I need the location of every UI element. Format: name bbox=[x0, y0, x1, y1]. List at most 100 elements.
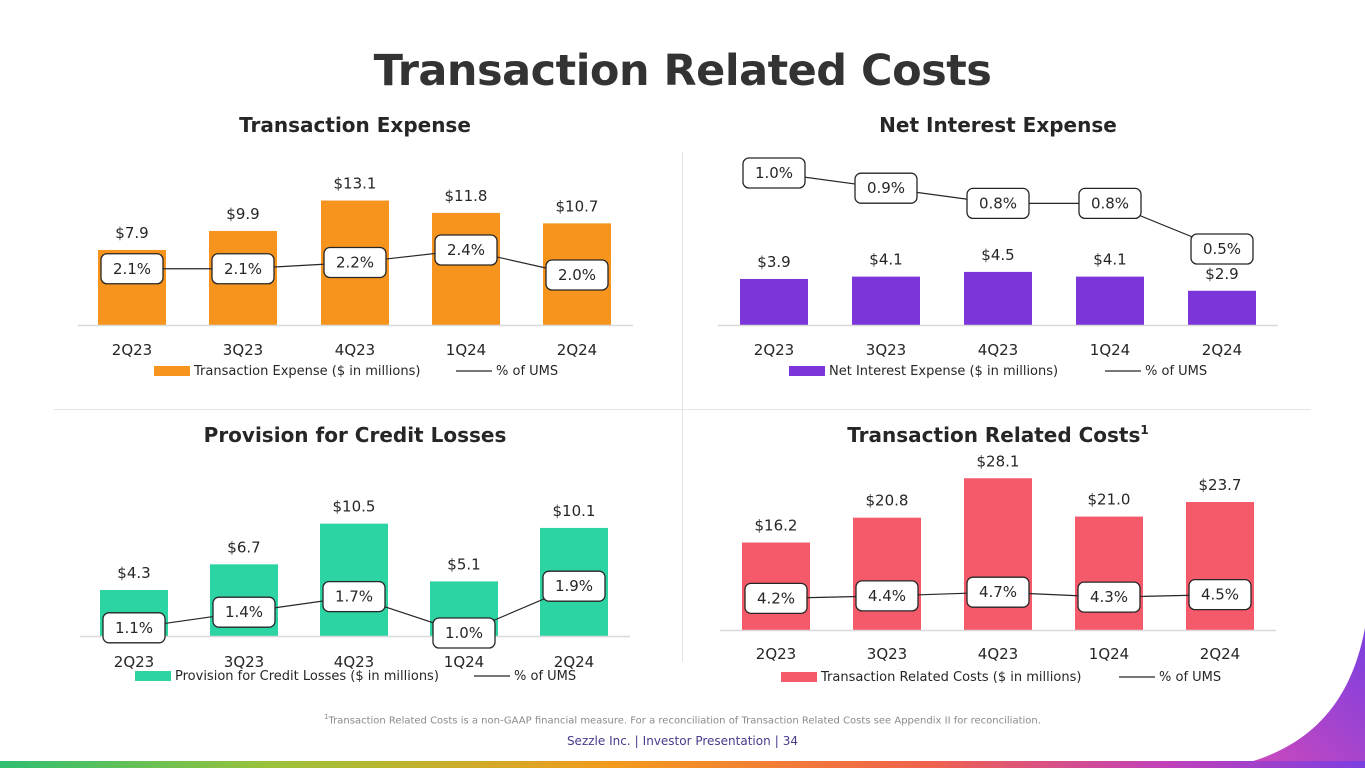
x-tick-label: 1Q24 bbox=[1090, 341, 1130, 359]
percent-label: 2.0% bbox=[558, 266, 596, 284]
bar-value-label: $3.9 bbox=[757, 253, 790, 271]
percent-label-box bbox=[322, 580, 386, 613]
percent-label: 2.2% bbox=[336, 254, 374, 272]
bar bbox=[1188, 290, 1256, 325]
bar-value-label: $11.8 bbox=[445, 187, 488, 205]
chart-title: Net Interest Expense bbox=[879, 113, 1117, 137]
x-tick-label: 1Q24 bbox=[1089, 645, 1129, 663]
bar-value-label: $4.5 bbox=[981, 246, 1014, 264]
percent-label: 4.4% bbox=[868, 587, 906, 605]
bar-value-label: $4.1 bbox=[869, 251, 902, 269]
percent-label: 0.8% bbox=[979, 194, 1017, 212]
page-footer: Sezzle Inc. | Investor Presentation | 34 bbox=[0, 734, 1365, 748]
x-tick-label: 2Q23 bbox=[112, 341, 152, 359]
bar-value-label: $20.8 bbox=[866, 492, 909, 510]
bar-value-label: $4.3 bbox=[117, 564, 150, 582]
percent-label: 2.1% bbox=[224, 260, 262, 278]
x-tick-label: 2Q23 bbox=[756, 645, 796, 663]
x-tick-label: 2Q24 bbox=[557, 341, 597, 359]
legend-label-line: % of UMS bbox=[514, 669, 576, 684]
bar bbox=[432, 212, 500, 325]
net-interest-expense-chart: Net Interest Expense $3.9 $4.1 $4.5 $4.1 $2.9… bbox=[718, 113, 1278, 379]
bar bbox=[852, 276, 920, 325]
bar bbox=[740, 278, 808, 325]
legend-label-bars: Net Interest Expense ($ in millions) bbox=[829, 364, 1058, 379]
percent-label-box bbox=[434, 234, 498, 266]
footer-company: Sezzle Inc. bbox=[566, 734, 631, 748]
percent-label-box bbox=[1190, 233, 1254, 265]
percent-label-box bbox=[323, 246, 387, 279]
bar-value-label: $10.5 bbox=[333, 498, 376, 516]
bar-value-label: $21.0 bbox=[1088, 491, 1131, 509]
legend-swatch-bars bbox=[154, 366, 190, 376]
percent-label: 1.0% bbox=[755, 164, 793, 182]
percent-label: 0.9% bbox=[867, 179, 905, 197]
bar-value-label: $16.2 bbox=[755, 517, 798, 535]
bar-value-label: $4.1 bbox=[1093, 251, 1126, 269]
bar bbox=[1075, 516, 1143, 630]
x-tick-label: 4Q23 bbox=[978, 645, 1018, 663]
footnote-text: Transaction Related Costs is a non-GAAP … bbox=[328, 715, 1041, 727]
x-tick-label: 3Q23 bbox=[224, 653, 264, 671]
percent-label-box bbox=[855, 580, 919, 612]
page-title: Transaction Related Costs bbox=[373, 46, 992, 96]
percent-label-box bbox=[545, 259, 609, 291]
percent-label: 0.5% bbox=[1203, 240, 1241, 258]
footer-page-number: 34 bbox=[782, 734, 799, 748]
percent-label-box bbox=[742, 157, 806, 189]
bar-value-label: $2.9 bbox=[1205, 265, 1238, 283]
x-tick-label: 3Q23 bbox=[866, 341, 906, 359]
bar bbox=[964, 271, 1032, 325]
legend-swatch-bars bbox=[781, 672, 817, 682]
percent-label: 1.4% bbox=[225, 603, 263, 621]
percent-label: 4.2% bbox=[757, 589, 795, 607]
legend-label-line: % of UMS bbox=[1145, 364, 1207, 379]
bar-value-label: $10.1 bbox=[553, 502, 596, 520]
x-tick-label: 1Q24 bbox=[444, 653, 484, 671]
provision-credit-losses-chart: Provision for Credit Losses $4.3 $6.7 $10.5… bbox=[80, 423, 630, 684]
x-tick-label: 2Q24 bbox=[1200, 645, 1240, 663]
percent-label: 2.1% bbox=[113, 260, 151, 278]
chart-title-superscript: 1 bbox=[1140, 423, 1148, 437]
percent-label: 1.1% bbox=[115, 619, 153, 637]
legend-label-bars: Provision for Credit Losses ($ in millio… bbox=[175, 669, 439, 684]
x-tick-label: 3Q23 bbox=[223, 341, 263, 359]
legend-label-bars: Transaction Expense ($ in millions) bbox=[193, 364, 420, 379]
bottom-gradient-bar bbox=[0, 761, 1365, 768]
x-tick-label: 4Q23 bbox=[334, 653, 374, 671]
legend-label-bars: Transaction Related Costs ($ in millions… bbox=[820, 670, 1081, 685]
footer-separator: | bbox=[634, 734, 639, 748]
x-tick-label: 3Q23 bbox=[867, 645, 907, 663]
transaction-related-costs-chart: Transaction Related Costs1 $16.2 $20.8 $28.… bbox=[720, 423, 1276, 685]
corner-swoosh-decoration bbox=[1225, 628, 1365, 768]
percent-label: 2.4% bbox=[447, 241, 485, 259]
x-tick-label: 2Q23 bbox=[114, 653, 154, 671]
percent-label-box bbox=[966, 576, 1030, 608]
bar-value-label: $5.1 bbox=[447, 555, 480, 573]
percent-label-box bbox=[744, 582, 808, 614]
footer-separator: | bbox=[774, 734, 779, 748]
bar-value-label: $13.1 bbox=[334, 175, 377, 193]
footnote: 1Transaction Related Costs is a non-GAAP… bbox=[0, 713, 1365, 726]
bar-value-label: $10.7 bbox=[556, 197, 599, 215]
percent-label: 4.7% bbox=[979, 583, 1017, 601]
bar-value-label: $6.7 bbox=[227, 538, 260, 556]
x-tick-label: 2Q24 bbox=[554, 653, 594, 671]
percent-label: 4.3% bbox=[1090, 588, 1128, 606]
x-tick-label: 2Q24 bbox=[1202, 341, 1242, 359]
chart-title: Transaction Expense bbox=[239, 113, 471, 137]
bar bbox=[320, 523, 388, 636]
percent-label-box bbox=[1188, 579, 1252, 611]
chart-title: Transaction Related Costs1 bbox=[847, 423, 1149, 447]
percent-label-box bbox=[432, 617, 496, 649]
transaction-expense-chart: Transaction Expense $7.9 $9.9 $13.1 $11.8 $10… bbox=[78, 113, 633, 379]
percent-label: 4.5% bbox=[1201, 586, 1239, 604]
footer-document: Investor Presentation bbox=[642, 734, 771, 748]
percent-label: 1.0% bbox=[445, 624, 483, 642]
x-tick-label: 2Q23 bbox=[754, 341, 794, 359]
legend-label-line: % of UMS bbox=[496, 364, 558, 379]
chart-title: Provision for Credit Losses bbox=[204, 423, 507, 447]
percent-label-box bbox=[211, 253, 275, 285]
bar bbox=[1186, 502, 1254, 630]
percent-label-box bbox=[100, 253, 164, 285]
